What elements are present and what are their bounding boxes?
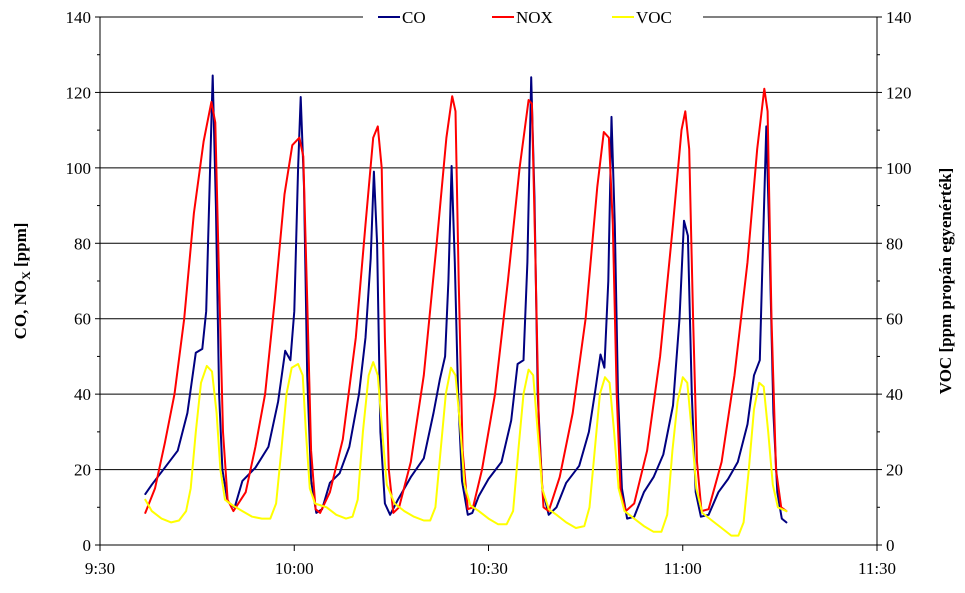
- left-y-tick-label-2: 40: [74, 385, 91, 404]
- right-y-tick-label-5: 100: [886, 159, 912, 178]
- legend-label-nox: NOX: [516, 8, 553, 27]
- ticks: 0 0 20 20 40 40 60 60 80 80 100 100 120 120 140 140 9:30…: [66, 8, 912, 578]
- left-y-axis-title: CO, NOX [ppm]: [11, 223, 33, 340]
- left-y-tick-label-3: 60: [74, 310, 91, 329]
- x-tick-label-2: 10:30: [469, 559, 508, 578]
- x-tick-label-3: 11:00: [664, 559, 702, 578]
- series-layer: [144, 74, 788, 537]
- right-y-tick-label-0: 0: [886, 536, 895, 555]
- right-y-tick-label-2: 40: [886, 385, 903, 404]
- left-y-tick-label-7: 140: [66, 8, 92, 27]
- series-line-co: [144, 74, 788, 524]
- left-y-tick-label-4: 80: [74, 234, 91, 253]
- left-y-axis-title-unit: [ppm]: [11, 223, 30, 272]
- right-y-axis-title: VOC [ppm propán egyenérték]: [936, 168, 955, 394]
- right-y-tick-label-6: 120: [886, 83, 912, 102]
- series-line-voc: [144, 361, 788, 537]
- left-y-axis-title-main: CO, NO: [11, 280, 30, 340]
- right-y-tick-label-3: 60: [886, 310, 903, 329]
- right-y-tick-label-1: 20: [886, 461, 903, 480]
- left-y-axis-title-subscript: X: [19, 271, 33, 280]
- left-y-tick-label-6: 120: [66, 83, 92, 102]
- left-y-tick-label-5: 100: [66, 159, 92, 178]
- x-tick-label-1: 10:00: [275, 559, 314, 578]
- x-tick-label-0: 9:30: [85, 559, 115, 578]
- right-y-tick-label-4: 80: [886, 234, 903, 253]
- gridlines: [100, 16, 877, 471]
- x-tick-label-4: 11:30: [858, 559, 896, 578]
- legend-background: [363, 6, 703, 28]
- legend-label-co: CO: [402, 8, 426, 27]
- right-y-tick-label-7: 140: [886, 8, 912, 27]
- left-y-tick-label-0: 0: [83, 536, 92, 555]
- legend: CO NOX VOC: [363, 6, 703, 28]
- left-y-tick-label-1: 20: [74, 461, 91, 480]
- legend-label-voc: VOC: [636, 8, 672, 27]
